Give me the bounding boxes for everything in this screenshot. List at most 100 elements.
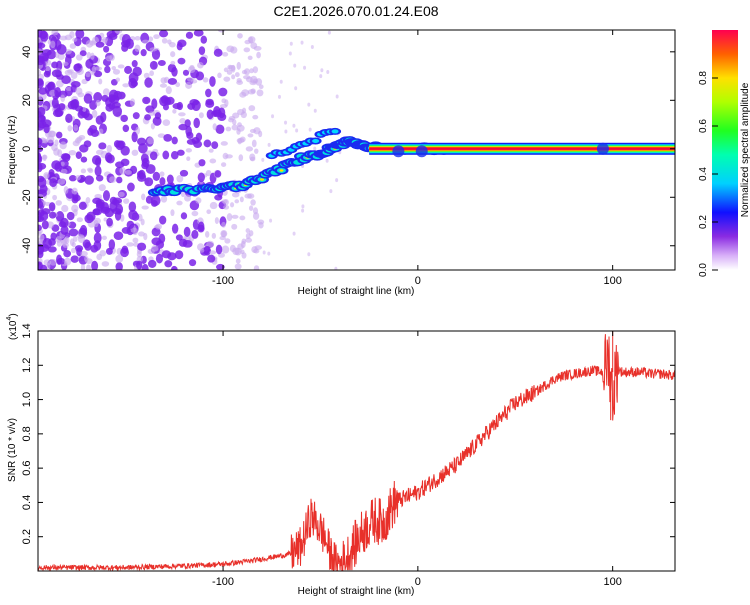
snr-y-label: SNR (10 * v/v): [7, 418, 18, 482]
spectrogram-panel: -100 0 100 -40 -20 0 20 40 Height of straight …: [7, 29, 676, 297]
noise-blob: [62, 242, 69, 248]
noise-blob: [166, 174, 174, 184]
noise-blob: [74, 245, 84, 252]
noise-blob: [153, 34, 160, 40]
noise-blob: [115, 262, 123, 270]
noise-blob: [334, 266, 338, 270]
noise-blob: [67, 69, 74, 74]
noise-blob: [222, 52, 229, 57]
noise-blob: [126, 242, 135, 247]
noise-blob: [234, 72, 240, 78]
noise-blob: [70, 255, 79, 263]
noise-blob: [159, 171, 165, 177]
snr-y-ticks: 0.2 0.4 0.6 0.8 1.0 1.2 1.4: [21, 323, 675, 544]
noise-blob: [49, 178, 58, 187]
noise-blob: [191, 210, 199, 217]
noise-blob: [202, 77, 209, 83]
noise-blob: [244, 39, 251, 45]
noise-blob: [95, 41, 105, 48]
noise-blob: [138, 231, 145, 237]
noise-blob: [93, 92, 103, 103]
noise-blob: [60, 225, 69, 236]
noise-blob: [122, 124, 130, 133]
noise-blob: [159, 215, 167, 225]
noise-blob: [91, 109, 98, 118]
noise-blob: [195, 132, 203, 142]
noise-blob: [72, 37, 78, 42]
noise-blob: [118, 191, 125, 198]
noise-blob: [45, 60, 52, 66]
noise-blob: [113, 231, 124, 241]
noise-blob: [157, 133, 166, 138]
noise-blob: [102, 88, 110, 96]
noise-blob: [261, 157, 265, 162]
noise-blob: [310, 45, 314, 50]
noise-blob: [126, 220, 135, 229]
snr-y-tick-label: 0.8: [21, 426, 33, 441]
noise-blob: [140, 49, 147, 57]
noise-blob: [267, 251, 271, 256]
noise-blob: [83, 113, 93, 121]
noise-blob: [57, 178, 66, 185]
noise-blob: [161, 37, 168, 44]
noise-blob: [326, 69, 330, 74]
noise-blob: [130, 98, 136, 107]
noise-blob: [65, 48, 72, 55]
spectrogram-y-tick-label: 40: [21, 46, 33, 58]
noise-blob: [198, 46, 206, 56]
colorbar-tick-label: 0.6: [698, 119, 709, 133]
svg-text:(x104): (x104): [6, 313, 19, 340]
noise-blob: [75, 54, 83, 61]
noise-blob: [115, 161, 125, 169]
noise-blob: [95, 149, 104, 155]
spectrogram-y-tick-label: -40: [21, 238, 33, 254]
noise-blob: [43, 70, 51, 78]
noise-blob: [204, 231, 210, 238]
noise-blob: [106, 217, 113, 227]
noise-blob: [209, 201, 218, 210]
noise-blob: [98, 142, 107, 150]
noise-blob: [154, 112, 162, 120]
noise-blob: [313, 108, 317, 113]
noise-blob: [121, 44, 129, 52]
noise-blob: [212, 123, 217, 131]
noise-blob: [198, 221, 205, 232]
noise-blob: [98, 78, 103, 85]
noise-blob: [186, 156, 191, 161]
noise-blob: [247, 55, 253, 60]
noise-blob: [225, 126, 232, 132]
noise-blob: [93, 240, 102, 251]
snr-scale-suffix: ): [8, 313, 19, 316]
colorbar-gradient: [712, 30, 738, 270]
noise-blob: [165, 86, 172, 95]
spectrogram-y-tick-label: -20: [21, 189, 33, 205]
noise-blob: [307, 102, 311, 107]
noise-blob: [147, 259, 157, 268]
noise-blob: [236, 61, 241, 70]
spectrogram-x-ticks: -100 0 100: [212, 30, 622, 287]
noise-blob: [232, 119, 237, 126]
noise-blob: [63, 250, 72, 258]
noise-blob: [176, 42, 183, 51]
noise-blob: [172, 109, 177, 114]
noise-blob: [134, 44, 141, 52]
noise-blob: [68, 175, 77, 182]
noise-blob: [69, 43, 77, 49]
noise-blob: [284, 120, 288, 125]
snr-x-tick-label: 100: [603, 576, 621, 588]
noise-blob: [158, 233, 166, 244]
noise-blob: [256, 51, 261, 59]
noise-blob: [171, 66, 178, 77]
noise-blob: [111, 208, 122, 215]
noise-blob: [82, 107, 87, 112]
noise-blob: [292, 231, 296, 236]
noise-blob: [128, 72, 139, 84]
noise-blob: [136, 255, 144, 263]
noise-blob: [60, 168, 68, 174]
noise-blob: [38, 55, 45, 66]
noise-blob: [319, 74, 323, 79]
noise-blob: [175, 82, 181, 88]
noise-blob: [80, 250, 88, 257]
noise-blob: [57, 53, 65, 60]
noise-blob: [75, 151, 82, 160]
